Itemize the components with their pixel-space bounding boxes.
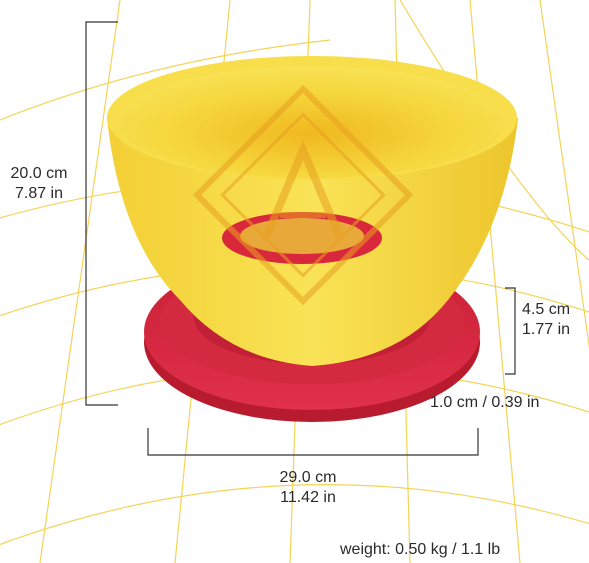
base-dimension-label: 1.0 cm / 0.39 in (430, 394, 540, 411)
width-metric: 29.0 cm (279, 469, 337, 486)
diamond-monogram-watermark (192, 84, 414, 306)
width-bracket (147, 428, 479, 456)
height-dimension-label: 20.0 cm 7.87 in (0, 164, 78, 204)
width-dimension-label: 29.0 cm 11.42 in (258, 468, 358, 508)
rim-bracket (505, 287, 516, 375)
height-metric: 20.0 cm (10, 165, 68, 182)
rim-imperial: 1.77 in (522, 321, 571, 338)
width-imperial: 11.42 in (280, 489, 336, 506)
weight-label: weight: 0.50 kg / 1.1 lb (340, 541, 501, 558)
height-bracket (85, 21, 118, 406)
rim-dimension-label: 4.5 cm 1.77 in (522, 300, 589, 340)
rim-metric: 4.5 cm (522, 301, 571, 318)
height-imperial: 7.87 in (14, 185, 64, 202)
